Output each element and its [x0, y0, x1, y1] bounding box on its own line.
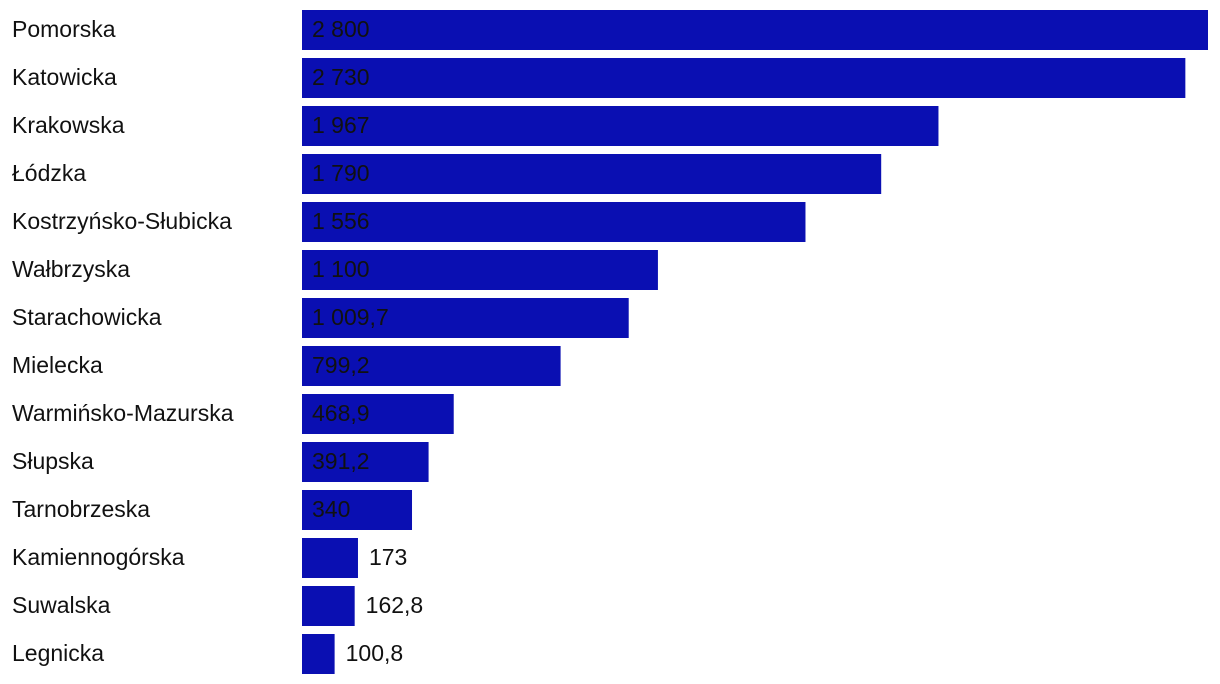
bar [302, 394, 454, 434]
category-label: Mielecka [12, 352, 103, 378]
value-label: 2 730 [312, 64, 370, 90]
bar [302, 490, 413, 530]
bar [302, 442, 429, 482]
category-label: Pomorska [12, 16, 116, 42]
value-label: 1 967 [312, 112, 370, 138]
bar [302, 538, 358, 578]
bar [302, 106, 939, 146]
category-label: Kostrzyńsko-Słubicka [12, 208, 232, 234]
category-label: Warmińsko-Mazurska [12, 400, 234, 426]
value-label: 468,9 [312, 400, 370, 426]
category-label: Krakowska [12, 112, 125, 138]
bar [302, 202, 806, 242]
bar [302, 154, 882, 194]
category-label: Tarnobrzeska [12, 496, 150, 522]
category-label: Kamiennogórska [12, 544, 185, 570]
bar [302, 10, 1208, 50]
category-label: Słupska [12, 448, 94, 474]
category-label: Starachowicka [12, 304, 162, 330]
category-label: Wałbrzyska [12, 256, 130, 282]
value-label: 1 556 [312, 208, 370, 234]
bar [302, 250, 658, 290]
value-label: 100,8 [346, 640, 404, 666]
bar [302, 346, 561, 386]
value-label: 1 009,7 [312, 304, 389, 330]
value-label: 340 [312, 496, 350, 522]
bar [302, 58, 1186, 98]
bar [302, 298, 629, 338]
value-label: 1 100 [312, 256, 370, 282]
value-label: 173 [369, 544, 407, 570]
value-label: 2 800 [312, 16, 370, 42]
category-label: Katowicka [12, 64, 117, 90]
value-label: 1 790 [312, 160, 370, 186]
bar [302, 634, 335, 674]
value-label: 799,2 [312, 352, 370, 378]
category-label: Suwalska [12, 592, 111, 618]
value-label: 391,2 [312, 448, 370, 474]
value-label: 162,8 [366, 592, 424, 618]
bar [302, 586, 355, 626]
category-label: Legnicka [12, 640, 104, 666]
category-label: Łódzka [12, 160, 86, 186]
